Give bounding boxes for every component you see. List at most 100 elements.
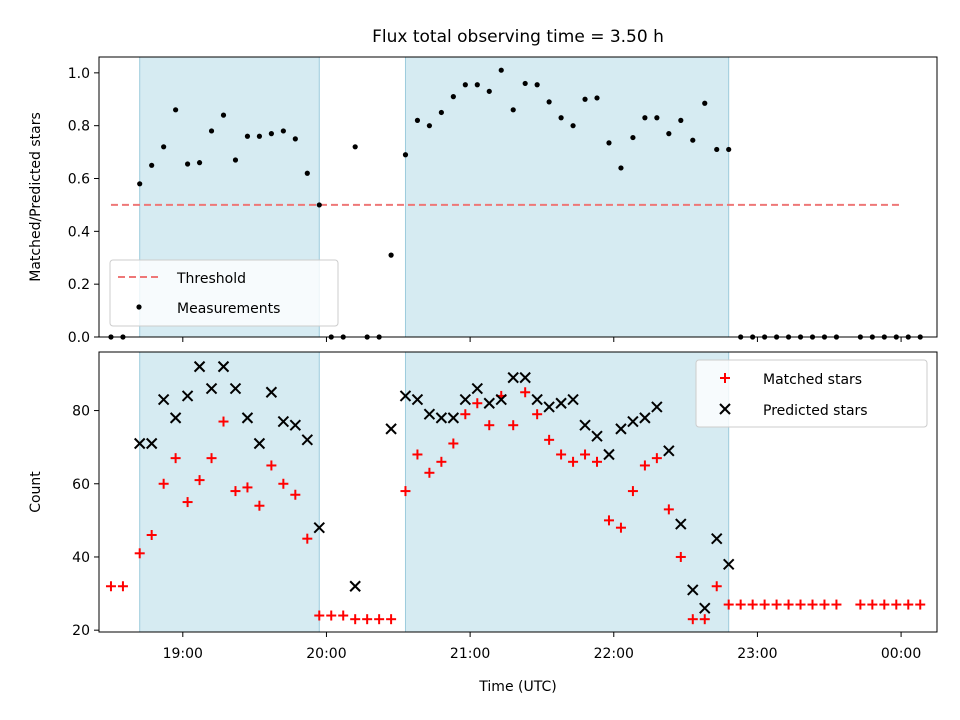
matched-star-point xyxy=(795,599,806,610)
x-marker-b xyxy=(181,390,194,402)
matched-star-point xyxy=(855,599,866,610)
x-tick-label: 21:00 xyxy=(450,646,490,662)
measurement-point xyxy=(173,107,179,113)
x-marker-b xyxy=(591,430,603,442)
bottom-legend: Matched stars Predicted stars xyxy=(695,359,928,428)
predicted-star-point xyxy=(591,430,603,442)
top-axes-frame xyxy=(98,56,938,338)
x-marker-b xyxy=(289,419,302,431)
matched-star-point xyxy=(735,599,746,610)
x-marker-b xyxy=(722,558,735,570)
x-marker-b xyxy=(627,415,639,428)
x-marker-b xyxy=(169,412,182,424)
x-marker-b xyxy=(615,423,627,435)
measurement-point xyxy=(208,128,215,134)
x-marker-b xyxy=(157,393,170,406)
matched-star-point xyxy=(639,460,650,471)
matched-star-point xyxy=(105,581,116,592)
measurement-point xyxy=(184,161,191,167)
x-marker-b xyxy=(651,401,663,413)
legend-box xyxy=(695,359,928,428)
predicted-star-point xyxy=(495,393,507,406)
x-tick-label: 23:00 xyxy=(737,646,777,662)
predicted-star-point xyxy=(265,386,278,398)
x-tick-label: 00:00 xyxy=(881,646,921,662)
predicted-star-point xyxy=(579,419,591,431)
x-marker-b xyxy=(543,401,555,413)
predicted-star-point xyxy=(399,390,412,402)
measurement-point xyxy=(558,115,564,121)
predicted-star-point xyxy=(133,437,146,450)
measurement-point xyxy=(666,131,672,137)
x-marker-b xyxy=(265,386,278,398)
measurement-point xyxy=(486,88,492,94)
matched-star-point xyxy=(508,420,519,431)
matched-star-point xyxy=(386,614,397,625)
measurement-point xyxy=(388,252,394,258)
bottom-y-axis-label: Count xyxy=(28,471,44,513)
x-marker-b xyxy=(519,371,531,384)
measurement-point xyxy=(462,82,468,88)
predicted-star-point xyxy=(253,437,266,450)
x-tick-label: 22:00 xyxy=(594,646,634,662)
measurement-point xyxy=(316,202,322,208)
matched-star-point xyxy=(117,581,128,592)
matched-star-point xyxy=(651,453,662,464)
matched-star-point xyxy=(783,599,794,610)
matched-star-point xyxy=(532,409,543,420)
predicted-star-point xyxy=(699,602,711,614)
matched-star-point xyxy=(771,599,782,610)
matched-star-point xyxy=(158,478,169,489)
predicted-star-point xyxy=(313,521,325,534)
legend-predicted-swatch-b xyxy=(719,403,731,415)
predicted-star-point xyxy=(447,412,460,424)
measurement-point xyxy=(582,96,588,102)
predicted-star-point xyxy=(145,437,158,450)
matched-star-point xyxy=(867,599,878,610)
matched-star-point xyxy=(687,614,698,625)
measurement-point xyxy=(232,157,239,163)
matched-star-point xyxy=(699,614,710,625)
x-marker-b xyxy=(411,393,424,406)
x-marker-b xyxy=(699,602,711,614)
measurement-point xyxy=(522,80,528,87)
x-marker-b xyxy=(205,382,218,395)
x-marker-b xyxy=(193,360,206,373)
matched-star-point xyxy=(891,599,902,610)
x-marker-b xyxy=(145,437,158,450)
matched-star-point xyxy=(592,456,603,467)
measurement-point xyxy=(546,99,552,105)
predicted-star-point xyxy=(615,423,627,435)
predicted-star-point xyxy=(241,412,254,424)
predicted-star-point xyxy=(217,360,230,373)
predicted-star-point xyxy=(722,558,735,570)
predicted-star-point xyxy=(205,382,218,395)
measurement-point xyxy=(606,140,612,146)
matched-star-point xyxy=(460,409,471,420)
x-marker-b xyxy=(459,393,472,406)
measurement-point xyxy=(726,146,732,153)
matched-star-point xyxy=(206,453,217,464)
x-marker-b xyxy=(301,434,314,446)
matched-star-point xyxy=(663,504,674,515)
measurement-point xyxy=(244,133,251,139)
matched-star-point xyxy=(711,581,722,592)
measurement-point xyxy=(426,123,433,129)
matched-star-point xyxy=(903,599,914,610)
bottom-axes-frame xyxy=(98,351,938,633)
measurement-point xyxy=(161,144,167,150)
matched-star-point xyxy=(278,478,289,489)
measurement-point xyxy=(450,94,456,100)
measurement-point xyxy=(352,144,358,150)
figure-title: Flux total observing time = 3.50 h xyxy=(372,27,664,47)
predicted-star-point xyxy=(193,360,206,373)
x-tick-label: 20:00 xyxy=(306,646,346,662)
y-tick-label: 1.0 xyxy=(68,66,90,82)
matched-star-point xyxy=(484,420,495,431)
measurement-point xyxy=(534,82,540,88)
x-marker-b xyxy=(217,360,230,373)
legend-matched-label: Matched stars xyxy=(763,372,862,388)
predicted-star-point xyxy=(651,401,663,413)
measurement-point xyxy=(196,160,203,166)
